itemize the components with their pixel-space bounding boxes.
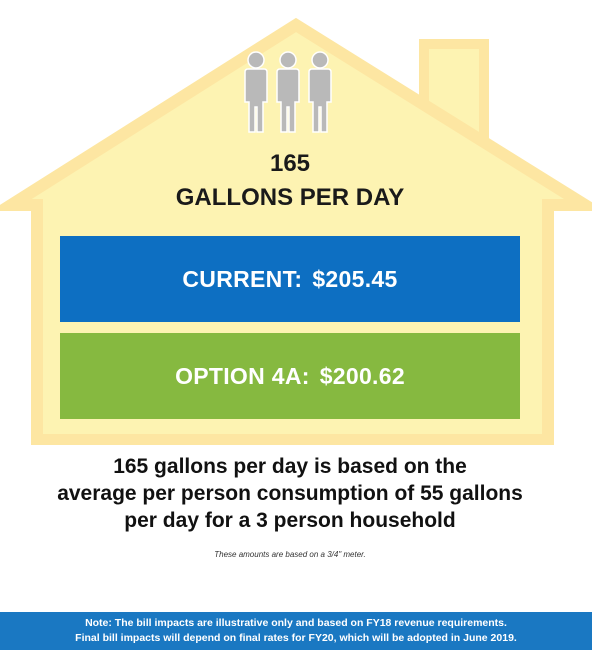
current-amount: $205.45 [312, 265, 398, 292]
explanation-text: 165 gallons per day is based on the aver… [0, 453, 580, 534]
explanation-line-2: average per person consumption of 55 gal… [57, 482, 523, 505]
gallons-number: 165 [269, 150, 311, 177]
meter-note: These amounts are based on a 3/4" meter. [214, 550, 366, 559]
footer-note: Note: The bill impacts are illustrative … [0, 612, 592, 650]
current-label: CURRENT: [182, 265, 303, 292]
gallons-per-day-label: GALLONS PER DAY [175, 184, 405, 211]
current-rate-bar: CURRENT: $205.45 [60, 236, 520, 322]
footer-line-1: Note: The bill impacts are illustrative … [85, 617, 507, 629]
explanation-line-1: 165 gallons per day is based on the [113, 455, 467, 478]
option-4a-bar: OPTION 4A: $200.62 [60, 333, 520, 419]
footer-line-2: Final bill impacts will depend on final … [75, 632, 517, 644]
three-people-icon [244, 51, 332, 133]
explanation-line-3: per day for a 3 person household [124, 509, 456, 532]
option-amount: $200.62 [319, 362, 405, 389]
option-label: OPTION 4A: [175, 362, 310, 389]
